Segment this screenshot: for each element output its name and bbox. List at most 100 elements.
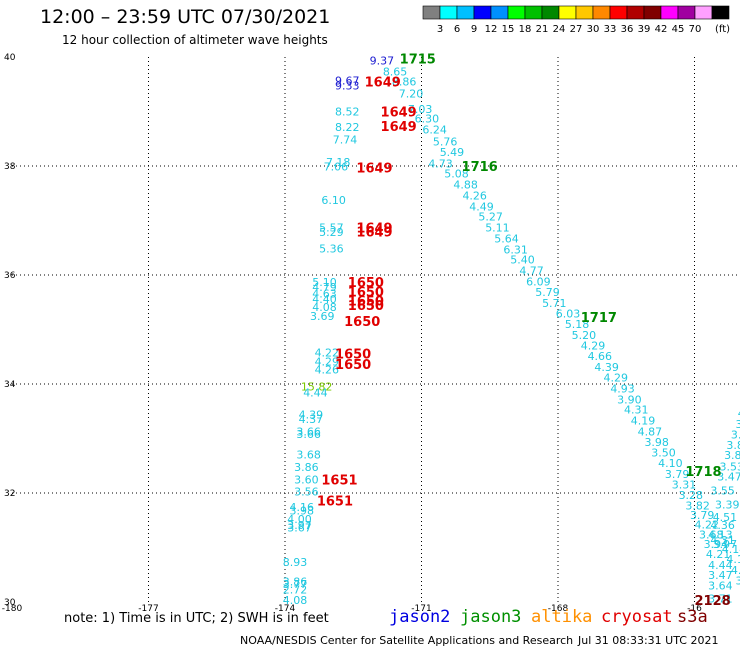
wave-height-value: 3.94 [731, 429, 740, 442]
wave-height-value: 3.60 [294, 473, 319, 486]
wave-height-value: 3.79 [690, 509, 715, 522]
pass-time-label: 1650 [335, 358, 371, 373]
colorbar-label: 12 [485, 24, 498, 35]
satellite-legend-jason3: jason3 [460, 607, 522, 627]
y-tick-label: 38 [4, 162, 16, 172]
colorbar-legend: 3 6 9 12 15 18 21 24 27 30 33 36 39 42 45 70 (ft) [422, 5, 730, 35]
y-tick-label: 40 [4, 53, 16, 63]
wave-height-value: 3.53 [720, 460, 740, 473]
wave-height-value: 4.88 [453, 179, 478, 192]
wave-height-value: 4.21 [706, 548, 731, 561]
wave-height-value: 6.30 [415, 113, 440, 126]
wave-height-value: 4.29 [604, 371, 629, 384]
colorbar-label: 27 [570, 24, 583, 35]
pass-time-label: 1715 [400, 53, 436, 68]
colorbar-label: 42 [655, 24, 668, 35]
wave-height-value: 4.10 [726, 553, 740, 566]
wave-height-value: 3.68 [699, 528, 724, 541]
wave-height-value: 5.71 [542, 297, 567, 310]
pass-time-label: 1716 [462, 160, 498, 175]
colorbar-label: 39 [638, 24, 651, 35]
y-tick-label: 32 [4, 489, 15, 499]
colorbar-label: 30 [587, 24, 600, 35]
wave-height-value: 5.57 [319, 222, 344, 235]
wave-height-value: 7.06 [324, 161, 349, 174]
wave-height-value: 4.19 [631, 415, 656, 428]
wave-height-value: 3.47 [708, 569, 733, 582]
wave-height-value: 5.49 [440, 146, 465, 159]
wave-height-value: 3.47 [717, 471, 740, 484]
wave-height-value: 3.55 [710, 484, 735, 497]
colorbar-label: 9 [471, 24, 477, 35]
colorbar-label: 24 [553, 24, 566, 35]
satellite-legend-cryosat: cryosat [601, 607, 673, 627]
wave-height-value: 6.24 [422, 123, 447, 136]
wave-height-value: 3.98 [290, 504, 315, 517]
wave-height-value: 8.93 [283, 556, 308, 569]
wave-height-value: 3.86 [294, 461, 319, 474]
wave-height-value: 3.71 [708, 593, 733, 606]
wave-height-value: 3.31 [672, 478, 697, 491]
pass-time-label: 1650 [335, 347, 371, 362]
map-subtitle: 12 hour collection of altimeter wave hei… [62, 33, 328, 47]
x-tick-label: -177 [138, 604, 158, 614]
wave-height-value: 7.03 [408, 103, 433, 116]
pass-time-label: 1649 [356, 225, 392, 240]
wave-height-value: 5.27 [478, 211, 503, 224]
wave-height-value: 6.09 [526, 276, 551, 289]
credit-text: NOAA/NESDIS Center for Satellite Applica… [240, 634, 574, 647]
wave-height-value: 3.77 [283, 578, 308, 591]
wave-height-value: 4.00 [287, 513, 312, 526]
colorbar-label: 3 [437, 24, 443, 35]
wave-height-value: 3.39 [715, 498, 740, 511]
wave-height-value: 3.28 [679, 489, 704, 502]
map-title: 12:00 – 23:59 UTC 07/30/2021 [40, 6, 331, 28]
pass-time-label: 1651 [321, 473, 357, 488]
pass-time-label: 1650 [344, 315, 380, 330]
wave-height-value: 4.26 [462, 189, 487, 202]
satellite-legend-jason2: jason2 [389, 607, 451, 627]
wave-height-value: 7.18 [326, 156, 351, 169]
wave-height-value: 5.64 [494, 232, 519, 245]
wave-height-value: 4.22 [315, 346, 340, 359]
wave-height-value: 4.49 [469, 200, 494, 213]
wave-height-value: 4.36 [710, 519, 735, 532]
pass-time-label: 1650 [348, 276, 384, 291]
x-tick-label: -171 [411, 604, 431, 614]
pass-time-label: 1718 [685, 465, 721, 480]
colorbar-unit: (ft) [715, 24, 730, 35]
wave-height-value: 5.11 [485, 222, 510, 235]
wave-height-value: 7.74 [333, 133, 358, 146]
x-tick-label: -180 [2, 604, 23, 614]
wave-height-value: 4.16 [290, 501, 315, 514]
wave-height-value: 4.77 [519, 265, 544, 278]
colorbar-label: 21 [536, 24, 549, 35]
pass-time-label: 1649 [356, 162, 392, 177]
wave-height-value: 9.33 [335, 79, 360, 92]
wave-height-value: 3.64 [708, 580, 733, 593]
wave-height-value: 4.51 [713, 511, 738, 524]
wave-height-value: 5.10 [312, 276, 337, 289]
colorbar-label: 45 [672, 24, 685, 35]
wave-height-value: 5.18 [565, 318, 590, 331]
wave-height-value: 3.97 [713, 538, 738, 551]
wave-height-value: 4.87 [638, 425, 663, 438]
pass-time-label: 1717 [581, 311, 617, 326]
wave-height-value: 4.39 [594, 361, 619, 374]
pass-time-label: 1649 [381, 106, 417, 121]
colorbar-label: 70 [689, 24, 702, 35]
wave-height-value: 4.29 [315, 356, 340, 369]
pass-time-label: 1650 [348, 299, 384, 314]
y-tick-label: 36 [4, 271, 16, 281]
wave-height-value: 4.37 [299, 413, 324, 426]
x-tick-label: -168 [548, 604, 569, 614]
wave-height-value: 4.26 [315, 363, 340, 376]
x-tick-label: -174 [275, 604, 296, 614]
colorbar-label: 15 [502, 24, 515, 35]
wave-height-value: 9.37 [370, 54, 395, 67]
y-tick-label: 34 [4, 380, 16, 390]
wave-height-value: 8.52 [335, 106, 360, 119]
wave-height-value: 4.08 [312, 301, 337, 314]
wave-height-value: 4.44 [303, 387, 328, 400]
